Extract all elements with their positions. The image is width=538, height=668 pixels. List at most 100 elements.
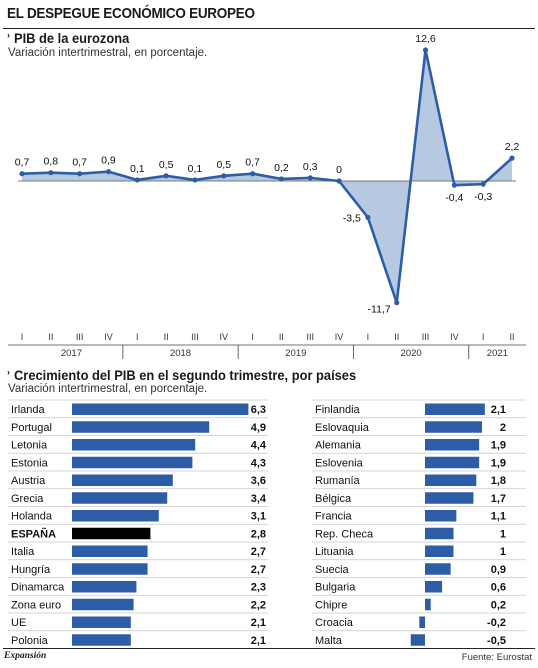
- country-name: Rep. Checa: [315, 528, 374, 540]
- country-name: Austria: [11, 475, 46, 487]
- country-name: Italia: [11, 546, 35, 558]
- data-point: [365, 214, 371, 220]
- bottom-rule: [3, 648, 535, 649]
- value-label: 0,9: [491, 564, 506, 576]
- value-label: -0,5: [487, 635, 506, 647]
- value-label: 6,3: [251, 404, 266, 416]
- data-label: -0,3: [474, 191, 492, 203]
- data-label: -11,7: [368, 304, 391, 316]
- country-bar: [72, 492, 168, 504]
- data-point: [163, 173, 169, 179]
- country-name: Bélgica: [315, 493, 352, 505]
- data-point: [19, 171, 25, 177]
- country-bar: [425, 403, 485, 415]
- data-label: -3,5: [343, 212, 361, 224]
- country-chart-subtitle: Variación intertrimestral, en porcentaje…: [8, 383, 208, 395]
- year-label: 2020: [401, 348, 422, 359]
- year-label: 2021: [487, 348, 508, 359]
- data-label: 0,2: [274, 162, 289, 174]
- data-label: 0,1: [188, 163, 203, 175]
- country-bar: [425, 492, 474, 504]
- country-name: Grecia: [11, 493, 44, 505]
- country-bar: [72, 421, 210, 433]
- country-bar: [425, 421, 482, 433]
- data-label: 0,9: [101, 155, 116, 167]
- country-bar: [72, 403, 249, 415]
- country-name: Dinamarca: [11, 582, 65, 594]
- quarter-tick-label: IV: [220, 332, 229, 342]
- value-label: 1,9: [491, 457, 506, 469]
- data-label: 0,8: [44, 156, 59, 168]
- data-label: 0,5: [159, 159, 174, 171]
- country-bar: [419, 616, 425, 628]
- quarter-tick-label: I: [136, 332, 139, 342]
- year-label: 2017: [61, 348, 82, 359]
- value-label: 3,1: [251, 511, 266, 523]
- data-point: [422, 47, 429, 53]
- quarter-tick-label: III: [306, 332, 314, 342]
- value-label: 4,9: [251, 422, 266, 434]
- year-label: 2018: [170, 348, 191, 359]
- data-label: -0,4: [445, 192, 463, 204]
- brand-logo: Expansión: [4, 651, 47, 661]
- value-label: 2,7: [251, 546, 266, 558]
- value-label: 1,7: [491, 493, 506, 505]
- quarter-tick-label: IV: [335, 332, 344, 342]
- value-label: 1,9: [491, 440, 506, 452]
- country-name: Zona euro: [11, 599, 61, 611]
- value-label: 3,6: [251, 475, 266, 487]
- top-rule: [3, 28, 535, 29]
- country-name: Letonia: [11, 440, 48, 452]
- country-bar: [72, 598, 134, 611]
- country-bar: [425, 474, 477, 486]
- value-label: 1: [500, 546, 506, 558]
- quarter-tick-label: II: [48, 332, 53, 342]
- country-name: Eslovaquia: [315, 422, 370, 434]
- country-name: Holanda: [11, 511, 53, 523]
- data-point: [451, 182, 457, 188]
- value-label: 2,1: [251, 617, 266, 629]
- data-point: [278, 176, 285, 182]
- quarter-tick-label: I: [367, 332, 370, 342]
- data-point: [192, 177, 198, 183]
- source-note: Fuente: Eurostat: [461, 652, 532, 663]
- value-label: 1,8: [491, 475, 506, 487]
- country-bar: [425, 439, 480, 451]
- country-name: Francia: [315, 511, 353, 523]
- data-point: [307, 175, 313, 181]
- country-bar: [425, 545, 454, 557]
- main-title: EL DESPEGUE ECONÓMICO EUROPEO: [7, 5, 255, 22]
- quarter-tick-label: II: [164, 332, 169, 342]
- country-bar: [425, 527, 454, 540]
- data-label: 0,5: [216, 159, 231, 171]
- data-label: 2,2: [505, 141, 520, 153]
- country-name: Malta: [315, 635, 343, 647]
- country-bar: [72, 510, 159, 522]
- quarter-tick-label: IV: [104, 332, 113, 342]
- caret-icon: ›: [7, 30, 10, 40]
- country-bar: [72, 527, 151, 540]
- value-label: 4,4: [251, 440, 267, 452]
- data-point: [105, 169, 112, 175]
- data-label: 12,6: [415, 33, 436, 45]
- country-name: Finlandia: [315, 404, 361, 416]
- data-point: [336, 178, 342, 184]
- country-name: Polonia: [11, 635, 49, 647]
- country-name: Hungría: [11, 564, 51, 576]
- data-point: [509, 155, 515, 161]
- country-name: Bulgaria: [315, 582, 356, 594]
- data-point: [134, 177, 140, 183]
- country-name: Lituania: [315, 546, 354, 558]
- data-label: 0,7: [245, 157, 260, 169]
- country-bar: [72, 545, 148, 557]
- data-label: 0,7: [15, 157, 30, 169]
- value-label: 1: [500, 528, 506, 540]
- country-name: Estonia: [11, 457, 49, 469]
- quarter-tick-label: I: [21, 332, 24, 342]
- country-bar: [410, 634, 425, 646]
- value-label: 2,7: [251, 564, 266, 576]
- value-label: 2,1: [251, 635, 266, 647]
- data-label: 0,3: [303, 161, 318, 173]
- data-point: [48, 170, 54, 176]
- quarter-tick-label: III: [422, 332, 430, 342]
